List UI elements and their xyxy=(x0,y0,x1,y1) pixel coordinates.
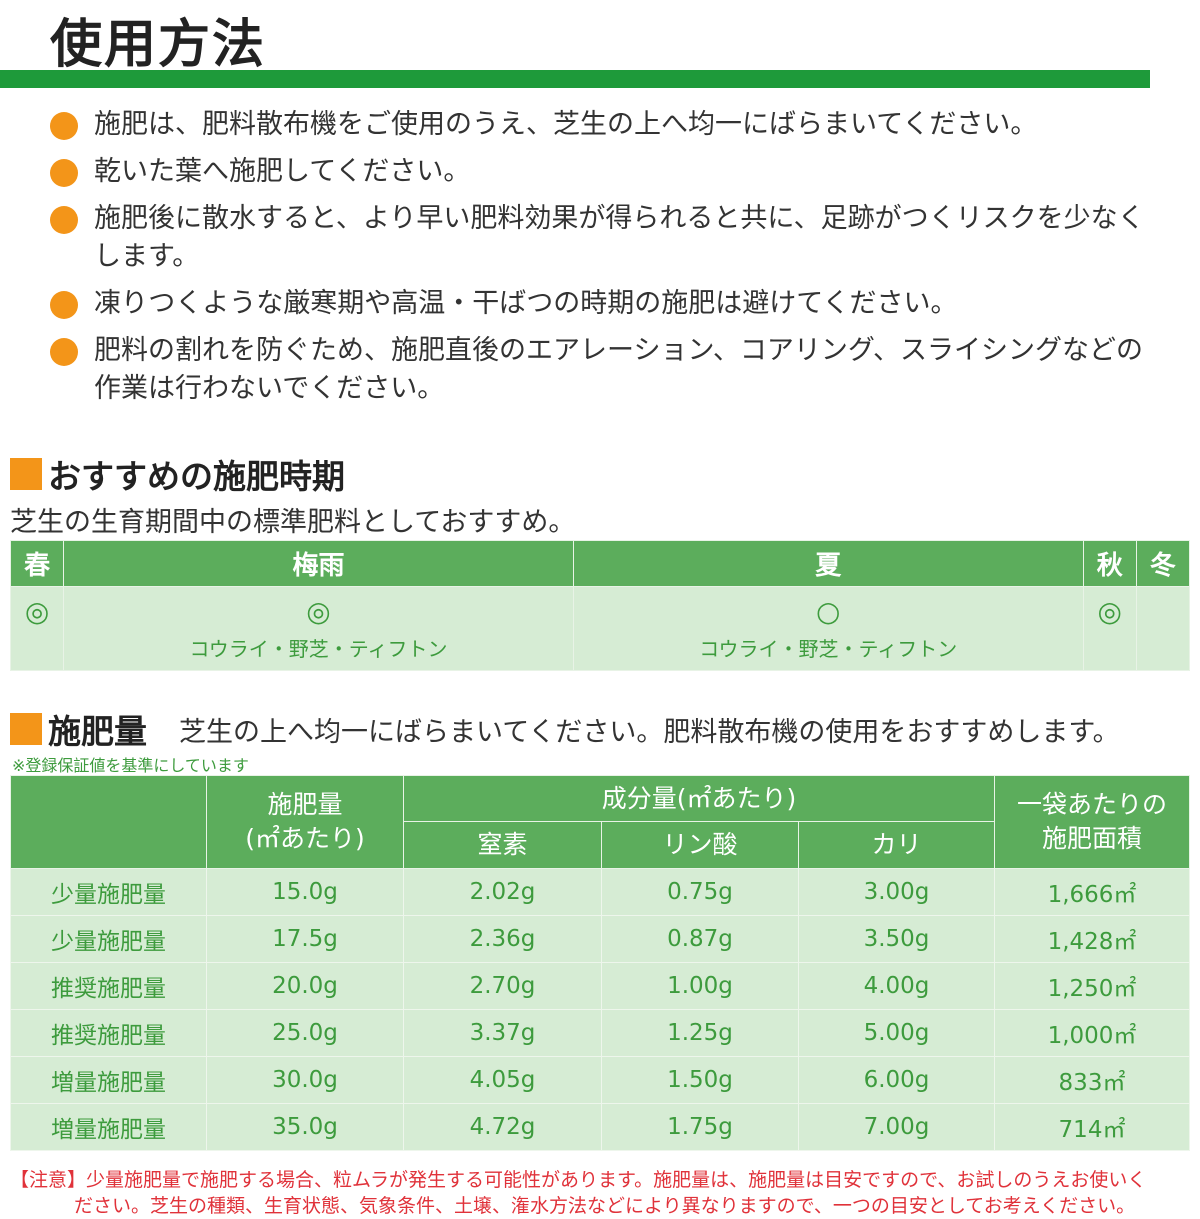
fertilizer-table: 施肥量 (㎡あたり) 成分量(㎡あたり) 一袋あたりの 施肥面積 窒素 リン酸 … xyxy=(10,775,1190,1151)
table-cell: 25.0g xyxy=(206,1009,404,1057)
title-underline xyxy=(0,70,1150,88)
row-label: 少量施肥量 xyxy=(10,868,207,916)
row-label: 少量施肥量 xyxy=(10,915,207,963)
season-header: 梅雨 xyxy=(63,540,574,587)
timing-subtitle: 芝生の生育期間中の標準肥料としておすすめ。 xyxy=(10,507,576,538)
suitability-mark: ◎ xyxy=(24,595,50,628)
phosphate-header: リン酸 xyxy=(601,821,799,869)
table-row: 少量施肥量 15.0g 2.02g 0.75g 3.00g 1,666㎡ xyxy=(10,868,1190,916)
table-cell: 714㎡ xyxy=(994,1103,1190,1151)
timing-heading-text: おすすめの施肥時期 xyxy=(48,457,345,496)
amount-heading: 施肥量 芝生の上へ均一にばらまいてください。肥料散布機の使用をおすすめします。 xyxy=(10,705,1120,753)
bullet-icon xyxy=(50,338,78,366)
season-header: 秋 xyxy=(1082,540,1137,587)
list-item: 乾いた葉へ施肥してください。 xyxy=(50,153,1160,191)
table-cell: 17.5g xyxy=(206,915,404,963)
amount-heading-text: 施肥量 xyxy=(48,712,147,751)
bullet-icon xyxy=(50,159,78,187)
warning-note: 【注意】少量施肥量で施肥する場合、粒ムラが発生する可能性があります。施肥量は、施… xyxy=(10,1167,1200,1219)
table-cell: 1,428㎡ xyxy=(994,915,1190,963)
warning-line: 【注意】少量施肥量で施肥する場合、粒ムラが発生する可能性があります。施肥量は、施… xyxy=(10,1169,1147,1191)
table-cell: 1.50g xyxy=(601,1056,799,1104)
rate-header: 施肥量 (㎡あたり) xyxy=(206,775,404,869)
table-cell: 2.36g xyxy=(403,915,602,963)
bullet-icon xyxy=(50,291,78,319)
registration-note: ※登録保証値を基準にしています xyxy=(12,756,249,775)
page-title: 使用方法 xyxy=(50,15,267,75)
suitability-mark: ○ xyxy=(816,595,841,628)
table-cell: 4.00g xyxy=(798,962,995,1010)
grass-types: コウライ・野芝・ティフトン xyxy=(189,637,448,661)
table-row: 増量施肥量 30.0g 4.05g 1.50g 6.00g 833㎡ xyxy=(10,1056,1190,1104)
table-cell: 7.00g xyxy=(798,1103,995,1151)
season-header: 春 xyxy=(9,540,65,587)
table-cell: 1.75g xyxy=(601,1103,799,1151)
bullet-text: 施肥は、肥料散布機をご使用のうえ、芝生の上へ均一にばらまいてください。 xyxy=(94,109,1038,140)
table-cell: 4.05g xyxy=(403,1056,602,1104)
table-cell: 0.75g xyxy=(601,868,799,916)
table-cell: 4.72g xyxy=(403,1103,602,1151)
table-cell: 1,250㎡ xyxy=(994,962,1190,1010)
table-cell: 0.87g xyxy=(601,915,799,963)
list-item: 施肥は、肥料散布機をご使用のうえ、芝生の上へ均一にばらまいてください。 xyxy=(50,106,1160,144)
suitability-mark: ◎ xyxy=(306,595,331,628)
blank-header xyxy=(10,775,207,869)
row-label: 推奨施肥量 xyxy=(10,962,207,1010)
area-header: 一袋あたりの 施肥面積 xyxy=(994,775,1190,869)
table-cell: 1.00g xyxy=(601,962,799,1010)
table-cell: 3.50g xyxy=(798,915,995,963)
table-row: 推奨施肥量 20.0g 2.70g 1.00g 4.00g 1,250㎡ xyxy=(10,962,1190,1010)
season-cell xyxy=(1135,586,1191,671)
season-cell: ◎ コウライ・野芝・ティフトン xyxy=(63,586,574,671)
season-cell: ◎ xyxy=(1082,586,1137,671)
potash-header: カリ xyxy=(798,821,995,869)
table-row: 少量施肥量 17.5g 2.36g 0.87g 3.50g 1,428㎡ xyxy=(10,915,1190,963)
list-item: 施肥後に散水すると、より早い肥料効果が得られると共に、足跡がつくリスクを少なくし… xyxy=(50,200,1160,276)
square-icon xyxy=(10,713,42,745)
season-cell: ○ コウライ・野芝・ティフトン xyxy=(572,586,1084,671)
bullet-text: 施肥後に散水すると、より早い肥料効果が得られると共に、足跡がつくリスクを少なくし… xyxy=(94,203,1145,272)
season-cell: ◎ xyxy=(9,586,65,671)
table-cell: 35.0g xyxy=(206,1103,404,1151)
nitrogen-header: 窒素 xyxy=(403,821,602,869)
timing-heading: おすすめの施肥時期 xyxy=(10,450,345,498)
table-cell: 1.25g xyxy=(601,1009,799,1057)
bullet-text: 凍りつくような厳寒期や高温・干ばつの時期の施肥は避けてください。 xyxy=(94,288,958,319)
table-cell: 20.0g xyxy=(206,962,404,1010)
table-row: 増量施肥量 35.0g 4.72g 1.75g 7.00g 714㎡ xyxy=(10,1103,1190,1151)
list-item: 凍りつくような厳寒期や高温・干ばつの時期の施肥は避けてください。 xyxy=(50,285,1160,323)
components-header: 成分量(㎡あたり) xyxy=(403,775,995,822)
season-header: 冬 xyxy=(1135,540,1191,587)
table-cell: 15.0g xyxy=(206,868,404,916)
season-header: 夏 xyxy=(572,540,1084,587)
square-icon xyxy=(10,458,42,490)
season-table: 春梅雨夏秋冬 ◎ ◎ コウライ・野芝・ティフトン ○ コウライ・野芝・ティフトン ◎ xyxy=(9,540,1191,671)
table-cell: 5.00g xyxy=(798,1009,995,1057)
amount-subtitle: 芝生の上へ均一にばらまいてください。肥料散布機の使用をおすすめします。 xyxy=(179,716,1120,748)
bullet-text: 乾いた葉へ施肥してください。 xyxy=(94,156,471,187)
bullet-icon xyxy=(50,206,78,234)
grass-types: コウライ・野芝・ティフトン xyxy=(699,637,958,661)
bullet-text: 肥料の割れを防ぐため、施肥直後のエアレーション、コアリング、スライシングなどの作… xyxy=(94,335,1143,404)
table-row: 推奨施肥量 25.0g 3.37g 1.25g 5.00g 1,000㎡ xyxy=(10,1009,1190,1057)
row-label: 増量施肥量 xyxy=(10,1103,207,1151)
suitability-mark: ◎ xyxy=(1097,595,1122,628)
usage-list: 施肥は、肥料散布機をご使用のうえ、芝生の上へ均一にばらまいてください。 乾いた葉… xyxy=(50,106,1160,417)
table-cell: 2.02g xyxy=(403,868,602,916)
table-cell: 2.70g xyxy=(403,962,602,1010)
table-cell: 1,000㎡ xyxy=(994,1009,1190,1057)
row-label: 推奨施肥量 xyxy=(10,1009,207,1057)
table-cell: 6.00g xyxy=(798,1056,995,1104)
table-cell: 3.00g xyxy=(798,868,995,916)
table-cell: 1,666㎡ xyxy=(994,868,1190,916)
row-label: 増量施肥量 xyxy=(10,1056,207,1104)
table-cell: 3.37g xyxy=(403,1009,602,1057)
bullet-icon xyxy=(50,112,78,140)
table-cell: 30.0g xyxy=(206,1056,404,1104)
warning-line: ださい。芝生の種類、生育状態、気象条件、土壌、潅水方法などにより異なりますので、… xyxy=(74,1195,1136,1217)
list-item: 肥料の割れを防ぐため、施肥直後のエアレーション、コアリング、スライシングなどの作… xyxy=(50,332,1160,408)
table-cell: 833㎡ xyxy=(994,1056,1190,1104)
